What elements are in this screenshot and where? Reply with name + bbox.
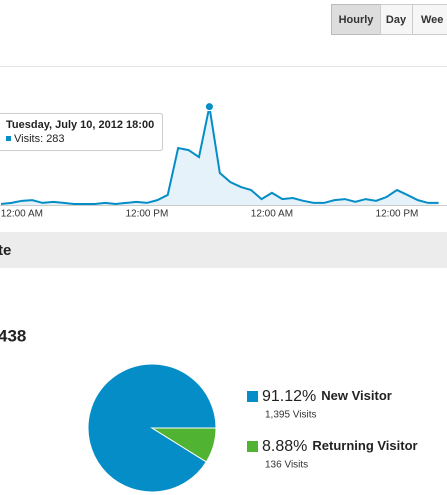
- legend-swatch: [247, 441, 258, 452]
- button-week[interactable]: [412, 4, 447, 35]
- section-bar: [0, 232, 447, 268]
- section-title: te: [0, 242, 11, 259]
- x-tick-label: 12:00 AM: [251, 209, 293, 220]
- button-label: Hourly: [339, 14, 375, 26]
- legend-name: Returning Visitor: [312, 438, 417, 453]
- legend-name: New Visitor: [321, 388, 392, 403]
- x-tick-label: 12:00 PM: [125, 209, 168, 220]
- legend-percent: 8.88%: [262, 438, 307, 455]
- legend-entry: 91.12% New Visitor: [262, 388, 392, 405]
- button-label: Wee: [421, 14, 443, 26]
- legend-swatch: [247, 391, 258, 402]
- tooltip-title: Tuesday, July 10, 2012 18:00: [6, 119, 154, 131]
- button-day[interactable]: [380, 4, 413, 35]
- x-tick-label: 12:00 PM: [376, 209, 419, 220]
- legend-entry: 8.88% Returning Visitor: [262, 438, 418, 455]
- area: [1, 106, 439, 205]
- pie-chart: 91.12% New Visitor 1,395 Visits 8.88% Return…: [87, 363, 418, 493]
- x-tick-label: 12:00 AM: [1, 209, 43, 220]
- button-label: Day: [386, 14, 407, 26]
- tooltip-label: Visits: 283: [14, 133, 65, 145]
- tooltip-swatch: [6, 136, 11, 141]
- tooltip: [0, 113, 163, 151]
- legend-visits: 136 Visits: [265, 460, 308, 471]
- button-hourly[interactable]: [331, 4, 381, 35]
- line: [0, 106, 439, 205]
- total: 438: [0, 326, 26, 345]
- legend-percent: 91.12%: [262, 388, 316, 405]
- legend-visits: 1,395 Visits: [265, 410, 317, 421]
- pie-slice: [150, 427, 217, 463]
- point: [204, 102, 214, 112]
- line-chart: 12:00 AM 12:00 PM 12:00 AM 12:00 PM Tuesday,…: [0, 102, 439, 220]
